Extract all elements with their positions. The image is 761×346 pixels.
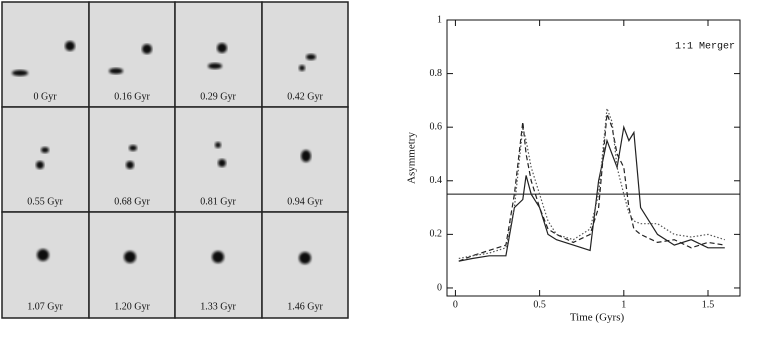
panel-label: 1.46 Gyr bbox=[287, 301, 323, 312]
panel-label: 0.16 Gyr bbox=[114, 91, 150, 102]
x-tick-label: 1.5 bbox=[702, 299, 715, 310]
panel-label: 0.81 Gyr bbox=[200, 196, 236, 207]
plot-frame bbox=[446, 19, 741, 297]
line-series bbox=[458, 108, 725, 260]
panel-label: 1.20 Gyr bbox=[114, 301, 150, 312]
galaxy bbox=[65, 41, 75, 51]
panel bbox=[1, 211, 90, 319]
panel bbox=[88, 1, 176, 108]
panel bbox=[261, 106, 349, 213]
x-tick-label: 1 bbox=[621, 299, 626, 310]
galaxy bbox=[36, 161, 44, 169]
x-tick-label: 0 bbox=[453, 299, 458, 310]
galaxy bbox=[129, 145, 137, 151]
y-tick-label: 0.8 bbox=[430, 68, 443, 79]
galaxy bbox=[218, 159, 226, 167]
galaxy bbox=[37, 249, 49, 261]
panel bbox=[174, 1, 263, 108]
annotation: 1:1 Merger bbox=[675, 42, 735, 53]
panel bbox=[261, 1, 349, 108]
y-tick-label: 1 bbox=[437, 14, 442, 25]
panel-label: 0.42 Gyr bbox=[287, 91, 323, 102]
line-series bbox=[458, 124, 725, 262]
panel-label: 0.29 Gyr bbox=[200, 91, 236, 102]
galaxy bbox=[217, 43, 227, 53]
galaxy bbox=[301, 150, 311, 162]
panel bbox=[88, 106, 176, 213]
panel bbox=[88, 211, 176, 319]
x-axis-label: Time (Gyrs) bbox=[570, 312, 625, 324]
galaxy bbox=[142, 44, 152, 54]
panel bbox=[261, 211, 349, 319]
x-tick-label: 0.5 bbox=[533, 299, 546, 310]
galaxy bbox=[12, 70, 28, 76]
galaxy bbox=[109, 68, 123, 74]
galaxy bbox=[215, 142, 221, 148]
panel-label: 1.07 Gyr bbox=[27, 301, 63, 312]
panel-label: 0 Gyr bbox=[33, 91, 57, 102]
panel bbox=[1, 1, 90, 108]
galaxy bbox=[41, 147, 49, 153]
y-tick-label: 0.4 bbox=[430, 175, 443, 186]
galaxy bbox=[299, 252, 311, 264]
galaxy bbox=[126, 161, 134, 169]
panel-label: 1.33 Gyr bbox=[200, 301, 236, 312]
galaxy bbox=[124, 251, 136, 263]
galaxy bbox=[212, 251, 224, 263]
galaxy bbox=[306, 54, 316, 60]
y-tick-label: 0.2 bbox=[430, 229, 443, 240]
y-tick-label: 0 bbox=[437, 282, 442, 293]
y-axis-label: Asymmetry bbox=[406, 132, 418, 184]
galaxy bbox=[208, 63, 222, 69]
line-series bbox=[458, 113, 725, 262]
galaxy bbox=[299, 65, 305, 71]
snapshot-grid bbox=[1, 1, 349, 319]
panel-label: 0.68 Gyr bbox=[114, 196, 150, 207]
y-tick-label: 0.6 bbox=[430, 121, 443, 132]
panel-label: 0.55 Gyr bbox=[27, 196, 63, 207]
panel-label: 0.94 Gyr bbox=[287, 196, 323, 207]
